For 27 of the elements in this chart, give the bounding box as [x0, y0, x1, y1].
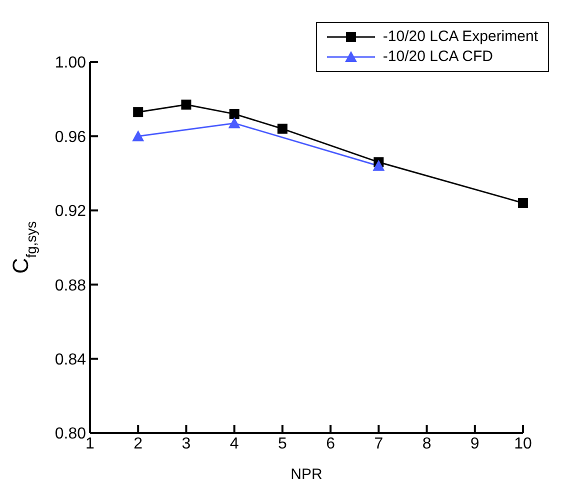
point: [229, 108, 240, 119]
x-tick-label: 1: [86, 435, 95, 452]
x-tick-label: 6: [326, 435, 336, 452]
y-tick-label: 1.00: [54, 54, 86, 72]
x-tick-label: 10: [514, 435, 532, 452]
point: [518, 198, 528, 208]
point: [372, 160, 385, 171]
y-tick-label: 0.96: [54, 128, 86, 146]
x-tick-label: 5: [278, 435, 287, 452]
point: [228, 117, 240, 128]
point: [133, 107, 144, 118]
y-tick-label: 0.92: [54, 203, 86, 220]
legend-label: -10/20 LCA Experiment: [382, 27, 538, 47]
x-tick-label: 2: [134, 435, 143, 452]
x-tick-label: 9: [470, 435, 480, 452]
point: [132, 130, 144, 142]
y-tick-label: 0.80: [54, 426, 86, 443]
x-tick-label: 8: [422, 435, 432, 452]
x-axis-title: NPR: [290, 466, 322, 483]
y-tick-label: 0.88: [54, 277, 86, 294]
x-tick-label: 3: [182, 435, 191, 452]
x-tick-label: 7: [374, 435, 384, 452]
legend-label: -10/20 LCA CFD: [382, 47, 493, 67]
x-tick-label: 4: [230, 435, 239, 452]
point: [277, 124, 288, 134]
y-tick-label: 0.84: [54, 351, 86, 368]
point: [181, 100, 192, 110]
